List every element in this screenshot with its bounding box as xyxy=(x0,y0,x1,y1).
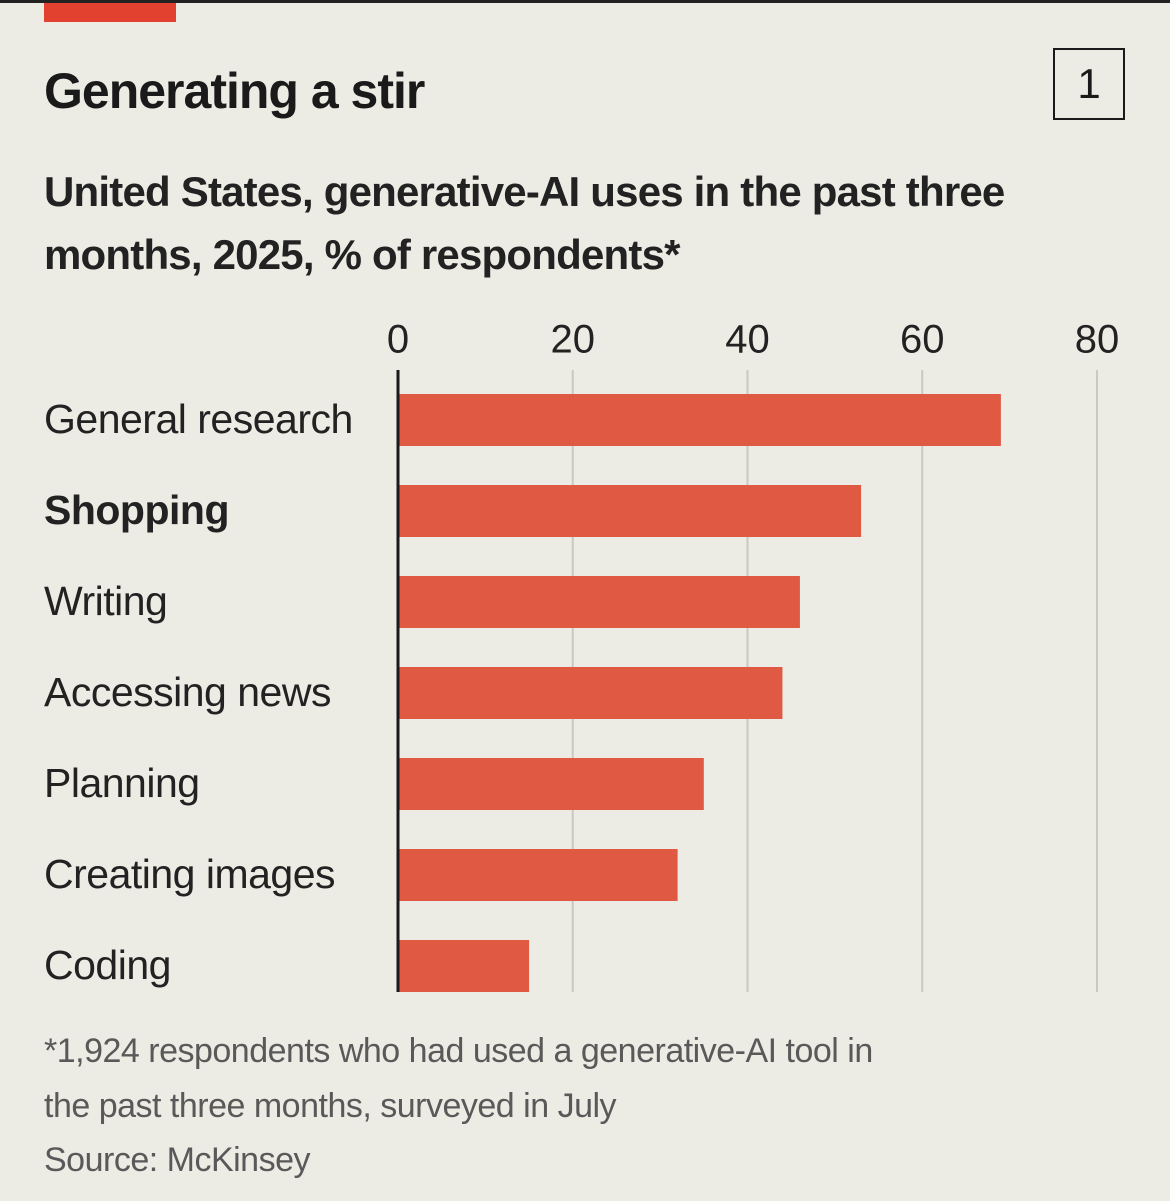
bar xyxy=(398,394,1001,446)
footnote: *1,924 respondents who had used a genera… xyxy=(44,1032,873,1125)
bar xyxy=(398,576,800,628)
bar xyxy=(398,849,678,901)
y-tick-label: General research xyxy=(44,396,353,442)
bar xyxy=(398,485,862,537)
x-tick-label: 60 xyxy=(900,318,945,362)
brand-tab xyxy=(44,3,176,22)
y-tick-label: Writing xyxy=(44,578,167,624)
x-tick-label: 40 xyxy=(725,318,770,362)
bar xyxy=(398,940,530,992)
chart-title: Generating a stir xyxy=(44,63,425,119)
y-tick-label: Coding xyxy=(44,942,171,988)
x-tick-label: 80 xyxy=(1075,318,1120,362)
x-tick-label: 0 xyxy=(387,318,409,362)
source: Source: McKinsey xyxy=(44,1141,311,1179)
bar xyxy=(398,667,783,719)
y-tick-label: Accessing news xyxy=(44,669,331,715)
y-tick-label: Creating images xyxy=(44,851,335,897)
chart-subtitle: United States, generative-AI uses in the… xyxy=(44,168,1005,278)
bar xyxy=(398,758,704,810)
y-tick-label: Shopping xyxy=(44,487,229,533)
chart-number: 1 xyxy=(1053,48,1125,120)
x-tick-label: 20 xyxy=(551,318,596,362)
top-rule xyxy=(0,0,1170,3)
y-tick-label: Planning xyxy=(44,760,200,806)
